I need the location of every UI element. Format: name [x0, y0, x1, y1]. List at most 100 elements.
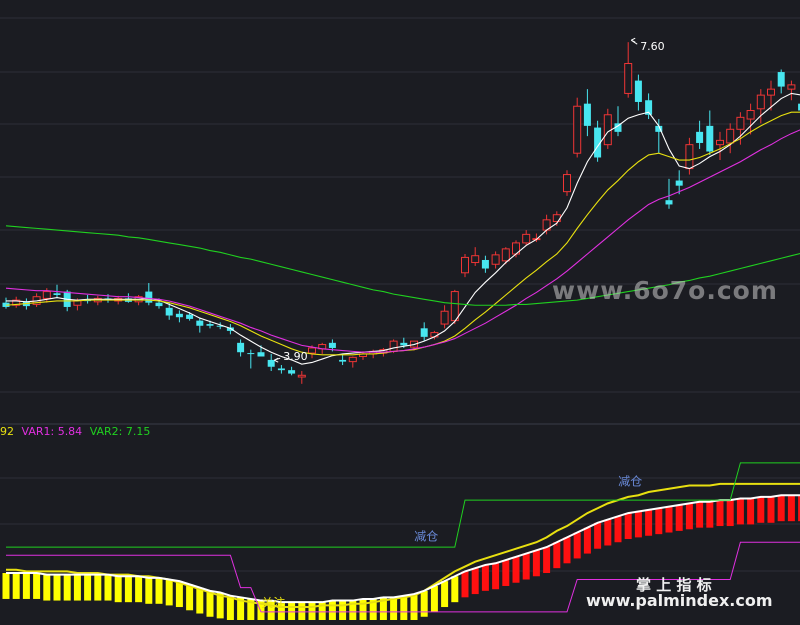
indicator-label-value: 92 — [0, 425, 14, 438]
candle-body-down — [247, 353, 255, 355]
candle-body-up — [573, 105, 582, 154]
ma-line — [5, 225, 800, 306]
candle-body-down — [288, 370, 296, 374]
candle-body-up — [716, 139, 724, 146]
candle-body-down — [196, 320, 204, 326]
candle-body-up — [767, 88, 775, 96]
indicator-column — [73, 574, 81, 601]
candle-body-down — [420, 328, 428, 337]
indicator-column — [655, 508, 663, 535]
indicator-label-var1: VAR1: 5.84 — [21, 425, 83, 438]
indicator-column — [767, 496, 775, 523]
indicator-column — [624, 513, 632, 539]
candle-body-down — [798, 103, 800, 111]
indicator-column — [736, 498, 744, 525]
indicator-column — [553, 542, 561, 569]
indicator-column — [124, 576, 132, 603]
candle-body-down — [53, 293, 61, 295]
candle-body-up — [297, 374, 306, 378]
indicator-column — [757, 496, 765, 523]
indicator-column — [532, 550, 540, 577]
ma-line — [5, 111, 800, 356]
indicator-annotation: 关注 — [261, 595, 285, 610]
indicator-column — [359, 598, 367, 620]
indicator-line — [6, 494, 800, 604]
ma-line — [5, 129, 800, 353]
indicator-column — [716, 500, 724, 527]
candle-body-up — [461, 256, 469, 274]
candle-body-up — [603, 114, 612, 146]
indicator-column — [84, 574, 92, 601]
indicator-column — [502, 560, 510, 586]
candle-body-up — [624, 63, 633, 94]
indicator-column — [594, 522, 602, 549]
candle-body-down — [328, 342, 336, 348]
indicator-column — [63, 574, 71, 601]
candle-body-up — [308, 347, 316, 354]
indicator-column — [186, 584, 194, 611]
candle-body-down — [339, 359, 347, 362]
price-marker-label: 3.90 — [283, 350, 308, 363]
indicator-column — [135, 576, 143, 603]
indicator-column — [645, 509, 653, 536]
candle-body-down — [237, 342, 245, 353]
indicator-column — [369, 598, 377, 620]
indicator-column — [267, 600, 275, 620]
indicator-column — [706, 501, 714, 528]
watermark-site2-url: www.palmindex.com — [586, 591, 773, 610]
candle-body-down — [665, 200, 673, 205]
indicator-column — [237, 597, 245, 620]
candle-body-down — [481, 259, 489, 269]
indicator-column — [104, 574, 112, 601]
candle-body-up — [563, 174, 571, 193]
indicator-column — [165, 579, 173, 606]
indicator-column — [145, 577, 153, 604]
indicator-column — [410, 594, 418, 620]
indicator-column — [604, 519, 612, 546]
candle-body-down — [634, 80, 642, 102]
indicator-column — [512, 556, 520, 583]
indicator-column — [175, 581, 183, 608]
indicator-column — [798, 495, 800, 522]
candle-body-up — [491, 254, 500, 265]
indicator-column — [22, 573, 30, 599]
candle-body-up — [787, 84, 796, 90]
candle-body-up — [736, 116, 745, 130]
indicator-annotation: 减仓 — [414, 530, 438, 544]
indicator-column — [747, 498, 755, 525]
candle-body-down — [675, 180, 683, 186]
indicator-column — [430, 585, 438, 612]
candle-body-down — [277, 368, 285, 371]
candle-body-down — [257, 352, 265, 357]
indicator-label-var2: VAR2: 7.15 — [89, 425, 151, 438]
candle-body-down — [216, 325, 224, 327]
indicator-column — [43, 574, 51, 601]
indicator-column — [543, 547, 551, 574]
candle-body-up — [756, 94, 765, 110]
candle-body-up — [685, 144, 694, 170]
ma-line — [6, 92, 800, 365]
indicator-column — [216, 592, 224, 619]
indicator-column — [339, 600, 347, 620]
indicator-column — [298, 602, 306, 620]
indicator-column — [573, 532, 581, 559]
candle-body-up — [471, 255, 480, 264]
candle-body-up — [522, 233, 531, 244]
indicator-column — [400, 595, 408, 620]
candle-body-down — [594, 127, 602, 158]
candle-body-down — [145, 291, 153, 303]
candle-body-down — [706, 125, 714, 152]
indicator-column — [563, 537, 571, 564]
indicator-column — [33, 573, 41, 599]
indicator-column — [379, 597, 387, 620]
indicator-column — [196, 587, 204, 614]
price-marker-label: 7.60 — [640, 40, 665, 53]
indicator-column — [328, 600, 336, 620]
candle-body-down — [226, 327, 234, 331]
indicator-column — [583, 527, 591, 554]
indicator-column — [257, 600, 265, 620]
indicator-column — [634, 511, 642, 538]
candle-body-down — [583, 103, 591, 126]
